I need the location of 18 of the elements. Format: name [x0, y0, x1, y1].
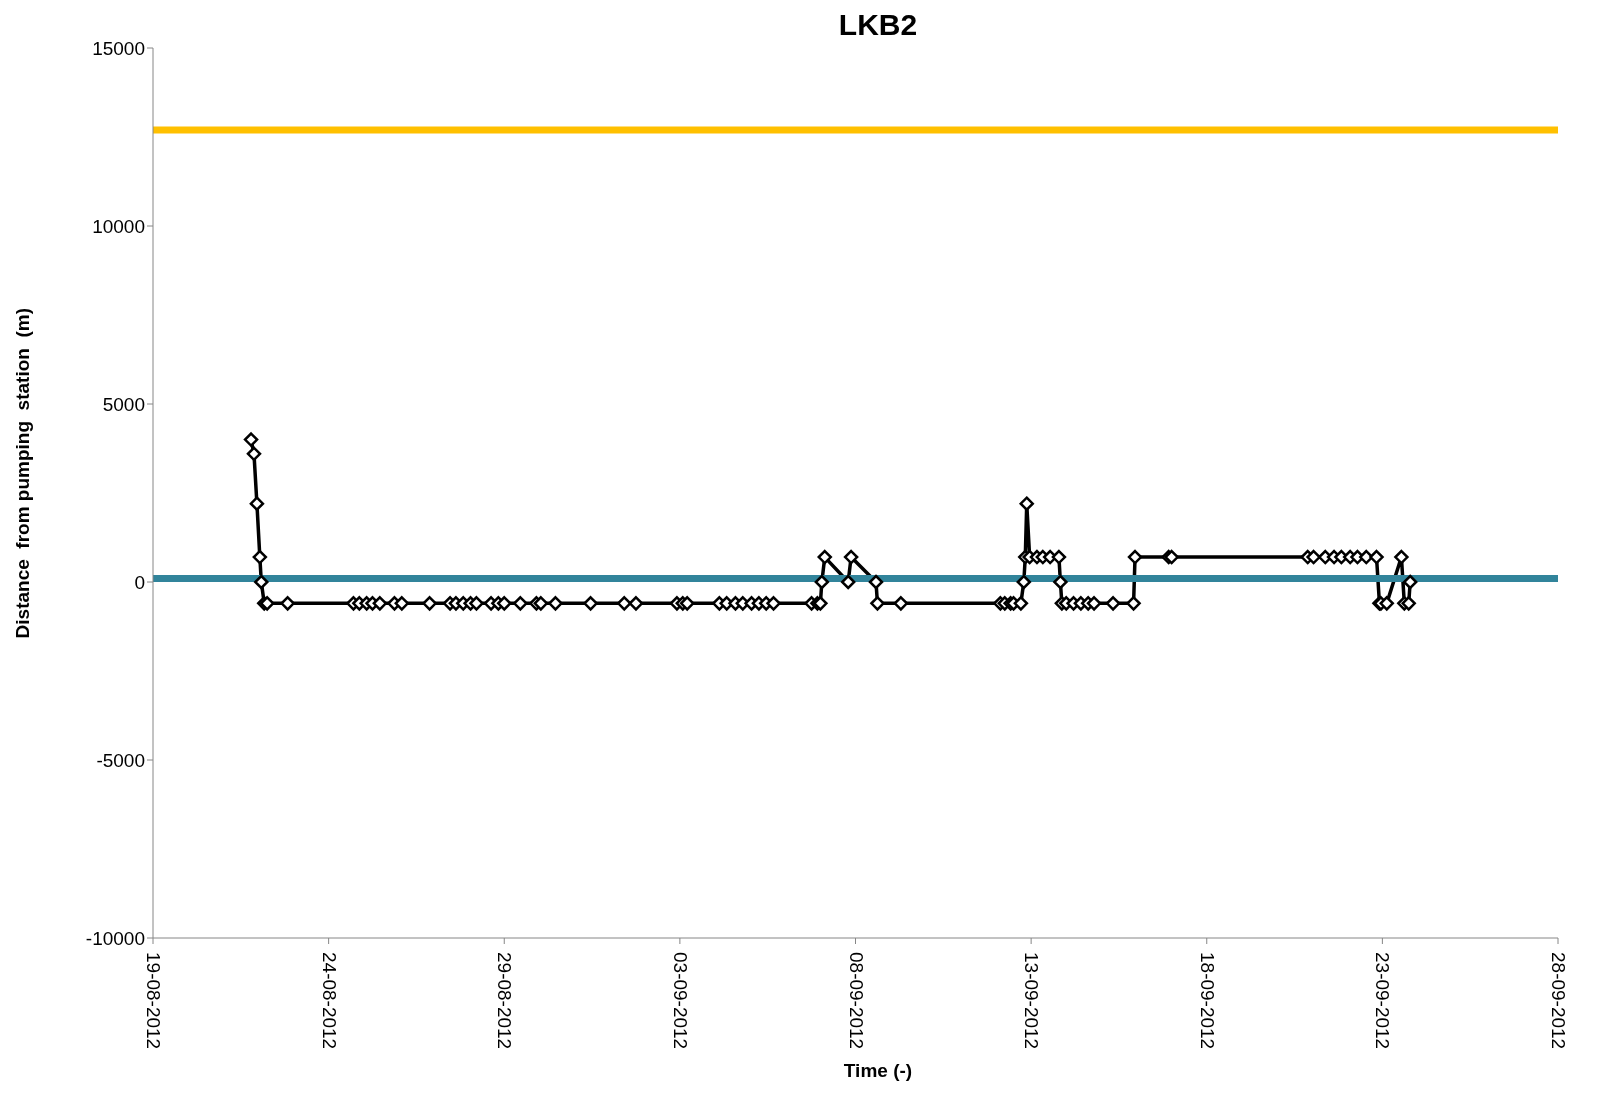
x-axis-title: Time (-) — [842, 1060, 914, 1082]
y-tick-label: 5000 — [102, 393, 145, 415]
x-tick-label: 08-09-2012 — [845, 952, 867, 1050]
y-tick-label: -10000 — [85, 927, 145, 949]
y-tick-label: 15000 — [92, 37, 145, 59]
x-tick-label: 13-09-2012 — [1021, 952, 1043, 1050]
chart-title: LKB2 — [838, 8, 918, 41]
y-tick-label: -5000 — [96, 749, 145, 771]
x-tick-label: 19-08-2012 — [143, 952, 164, 1050]
y-tick-label: 10000 — [92, 215, 145, 237]
x-tick-label: 18-09-2012 — [1196, 952, 1218, 1050]
x-tick-label: 29-08-2012 — [494, 952, 516, 1050]
x-tick-label: 03-09-2012 — [669, 952, 691, 1050]
y-axis-title: Distance from pumping station (m) — [12, 307, 34, 639]
x-tick-label: 28-09-2012 — [1548, 952, 1569, 1050]
x-tick-label: 23-09-2012 — [1372, 952, 1394, 1050]
y-tick-label: 0 — [134, 571, 145, 593]
x-tick-label: 24-08-2012 — [318, 952, 340, 1050]
